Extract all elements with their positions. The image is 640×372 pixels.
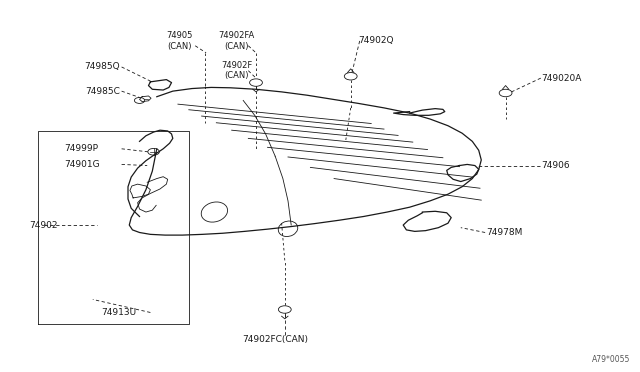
Text: 74902: 74902 [29,221,58,230]
Text: 74902F
(CAN): 74902F (CAN) [221,61,252,80]
Text: 74985C: 74985C [86,87,120,96]
Text: 74902FA
(CAN): 74902FA (CAN) [219,31,255,51]
Text: A79*0055: A79*0055 [592,355,630,364]
Text: 74999P: 74999P [64,144,98,153]
Text: 74978M: 74978M [486,228,523,237]
Text: 749020A: 749020A [541,74,581,83]
Text: 74902FC(CAN): 74902FC(CAN) [242,335,308,344]
Text: 74906: 74906 [541,161,570,170]
Text: 74913U: 74913U [101,308,136,317]
Text: 74985Q: 74985Q [84,62,120,71]
Text: 74901G: 74901G [64,160,100,169]
Text: 74905
(CAN): 74905 (CAN) [166,31,193,51]
Text: 74902Q: 74902Q [358,36,394,45]
